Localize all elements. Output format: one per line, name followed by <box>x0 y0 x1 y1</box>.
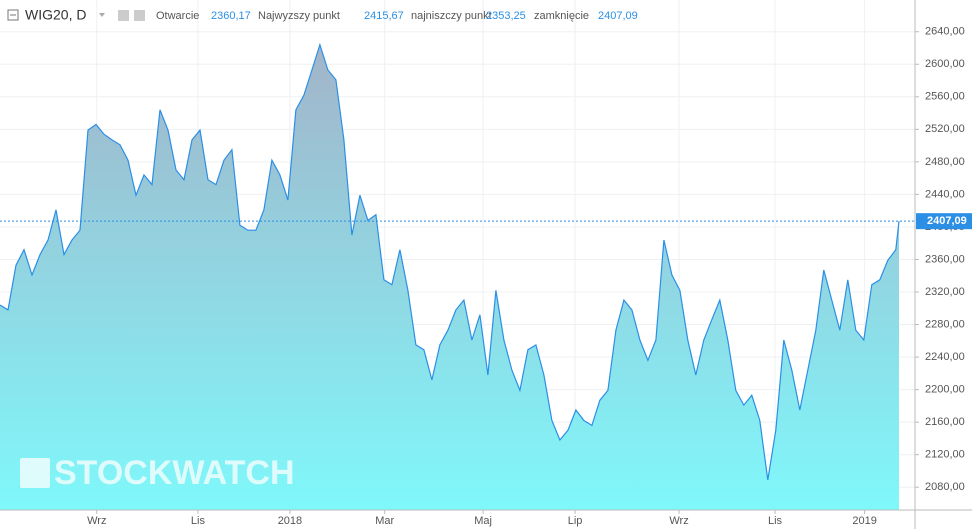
plot <box>0 0 915 510</box>
watermark-icon <box>20 458 50 488</box>
open-value: 2360,17 <box>211 10 251 22</box>
y-tick-label: 2600,00 <box>925 58 965 70</box>
y-tick-label: 2640,00 <box>925 26 965 38</box>
watermark: STOCKWATCH <box>20 454 295 492</box>
y-tick-label: 2360,00 <box>925 253 965 265</box>
open-label: Otwarcie <box>156 10 199 22</box>
low-value: 2353,25 <box>486 10 526 22</box>
y-tick-label: 2560,00 <box>925 91 965 103</box>
high-label: Najwyzszy punkt <box>258 10 340 22</box>
y-tick-label: 2160,00 <box>925 416 965 428</box>
y-tick-label: 2320,00 <box>925 286 965 298</box>
x-tick-label: 2018 <box>278 515 302 527</box>
header: WIG20, D Otwarcie 2360,17 Najwyzszy punk… <box>7 7 638 23</box>
low-label: najniszczy punkt <box>411 10 492 22</box>
y-tick-label: 2520,00 <box>925 123 965 135</box>
x-tick-label: Lip <box>568 515 583 527</box>
x-tick-label: Lis <box>191 515 206 527</box>
dropdown-icon[interactable] <box>99 13 105 17</box>
x-tick-label: Maj <box>474 515 492 527</box>
y-tick-label: 2280,00 <box>925 318 965 330</box>
y-tick-label: 2080,00 <box>925 481 965 493</box>
close-label: zamknięcie <box>534 10 589 22</box>
x-tick-label: Mar <box>375 515 394 527</box>
y-tick-label: 2440,00 <box>925 188 965 200</box>
y-tick-label: 2480,00 <box>925 156 965 168</box>
close-value: 2407,09 <box>598 10 638 22</box>
y-tick-label: 2120,00 <box>925 449 965 461</box>
watermark-text: STOCKWATCH <box>54 454 295 492</box>
x-tick-label: 2019 <box>852 515 876 527</box>
y-tick-label: 2240,00 <box>925 351 965 363</box>
last-value-box <box>916 213 972 230</box>
area <box>0 44 900 510</box>
symbol: WIG20, D <box>25 7 86 23</box>
x-tick-label: Wrz <box>669 515 688 527</box>
x-tick-label: Lis <box>768 515 783 527</box>
high-value: 2415,67 <box>364 10 404 22</box>
eye-icon[interactable] <box>118 10 129 21</box>
collapse-icon[interactable] <box>7 9 19 21</box>
y-tick-label: 2200,00 <box>925 384 965 396</box>
settings-icon[interactable] <box>134 10 145 21</box>
line <box>0 42 900 480</box>
x-tick-label: Wrz <box>87 515 106 527</box>
last-value-label: 2407,09 <box>927 215 967 227</box>
